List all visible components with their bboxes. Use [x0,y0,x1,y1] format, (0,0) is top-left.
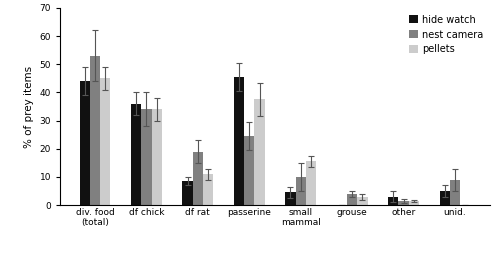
Bar [347,194,358,205]
Bar [296,177,306,205]
Bar [254,99,264,205]
Bar [182,181,192,205]
Bar [408,201,419,205]
Y-axis label: % of prey items: % of prey items [24,65,34,148]
Bar [440,191,450,205]
Bar [450,180,460,205]
Bar [244,136,254,205]
Bar [286,193,296,205]
Bar [152,109,162,205]
Bar [142,109,152,205]
Bar [90,56,100,205]
Bar [398,201,408,205]
Bar [80,81,90,205]
Bar [388,197,398,205]
Legend: hide watch, nest camera, pellets: hide watch, nest camera, pellets [408,13,485,56]
Bar [203,174,213,205]
Bar [306,161,316,205]
Bar [100,78,110,205]
Bar [192,151,203,205]
Bar [131,104,141,205]
Bar [358,197,368,205]
Bar [234,77,244,205]
